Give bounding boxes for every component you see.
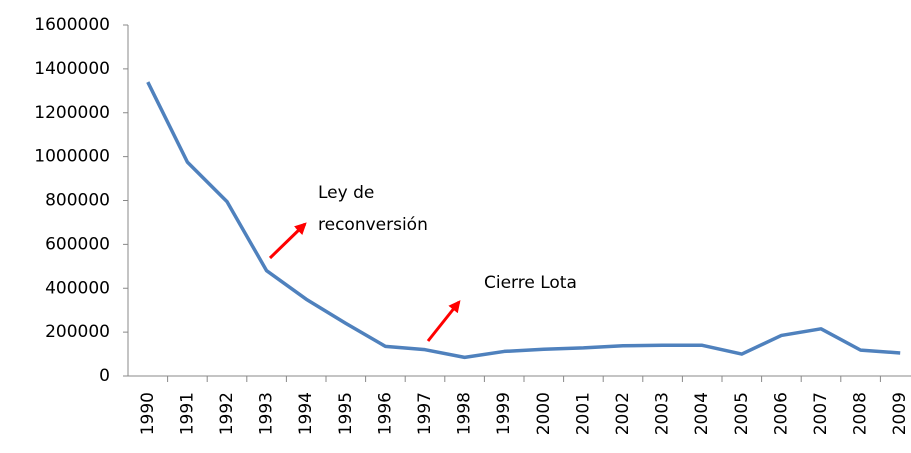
x-tick-label: 1996 (375, 392, 395, 435)
y-tick-label: 800000 (45, 191, 110, 211)
y-tick-label: 400000 (45, 278, 110, 298)
line-series (146, 81, 901, 360)
x-tick-label: 1997 (415, 392, 435, 435)
x-tick-label: 2001 (573, 392, 593, 435)
y-tick-label: 1600000 (34, 15, 110, 35)
x-tick-label: 2009 (890, 392, 910, 435)
x-tick-label: 1995 (336, 392, 356, 435)
y-tick-label: 1200000 (34, 103, 110, 123)
x-tick-label: 1993 (257, 392, 277, 435)
x-tick-label: 2007 (811, 392, 831, 435)
x-tick-label: 1999 (494, 392, 514, 435)
arrow (426, 300, 461, 342)
y-tick-label: 200000 (45, 322, 110, 342)
y-tick-label: 1400000 (34, 59, 110, 79)
x-tick-label: 2000 (534, 392, 554, 435)
arrow (268, 222, 307, 260)
x-tick-label: 2003 (653, 392, 673, 435)
x-tick-label: 2002 (613, 392, 633, 435)
x-tick-label: 1992 (217, 392, 237, 435)
y-tick-label: 600000 (45, 234, 110, 254)
x-tick-label: 2006 (771, 392, 791, 435)
x-tick-label: 2005 (732, 392, 752, 435)
y-tick-label: 0 (99, 366, 110, 386)
annotation: reconversión (318, 215, 428, 235)
y-tick-label: 1000000 (34, 147, 110, 167)
x-tick-label: 1994 (296, 392, 316, 435)
x-tick-label: 2004 (692, 392, 712, 435)
x-tick-label: 1998 (455, 392, 475, 435)
x-tick-label: 2008 (851, 392, 871, 435)
annotation: Ley de (318, 183, 374, 203)
x-tick-label: 1991 (177, 392, 197, 435)
annotation: Cierre Lota (484, 273, 577, 293)
x-tick-label: 1990 (138, 392, 158, 435)
